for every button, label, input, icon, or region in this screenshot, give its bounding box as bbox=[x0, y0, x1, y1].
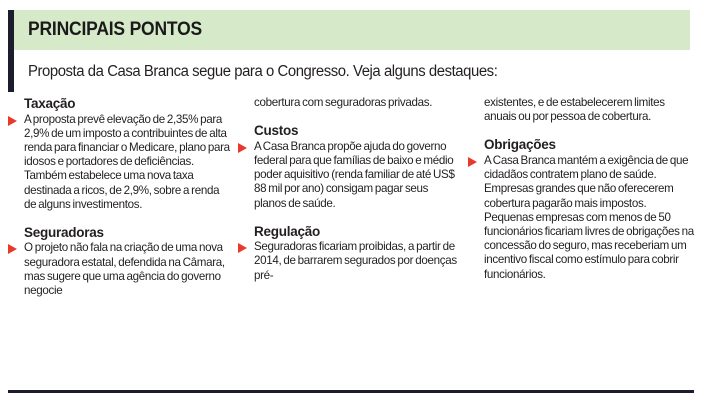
triangle-right-icon bbox=[8, 244, 17, 255]
bottom-divider bbox=[8, 390, 694, 393]
triangle-right-icon bbox=[238, 243, 247, 254]
triangle-right-icon bbox=[238, 142, 247, 153]
block-body-text: O projeto não fala na criação de uma nov… bbox=[24, 241, 225, 298]
block-body-text: A Casa Branca mantém a exigência de que … bbox=[484, 153, 694, 281]
block-taxacao: Taxação A proposta prevê elevação de 2,3… bbox=[8, 96, 230, 212]
page-title: PRINCIPAIS PONTOS bbox=[28, 19, 202, 40]
block-heading: Obrigações bbox=[484, 137, 556, 153]
triangle-right-icon bbox=[8, 115, 17, 126]
block-body: existentes, e de estabelecerem limites a… bbox=[468, 96, 694, 124]
column-2: cobertura com seguradoras privadas. Cust… bbox=[238, 96, 460, 388]
block-body: O projeto não fala na criação de uma nov… bbox=[8, 241, 230, 298]
block-body: A Casa Branca mantém a exigência de que … bbox=[468, 154, 694, 282]
block-heading: Custos bbox=[254, 123, 299, 139]
block-regulacao-continuation: existentes, e de estabelecerem limites a… bbox=[468, 96, 694, 124]
header-green-band bbox=[14, 10, 690, 50]
block-obrigacoes: Obrigações A Casa Branca mantém a exigên… bbox=[468, 137, 694, 281]
block-body-text: Seguradoras ficariam proibidas, a partir… bbox=[254, 240, 457, 282]
panel-header: PRINCIPAIS PONTOS Proposta da Casa Branc… bbox=[8, 10, 690, 92]
block-body: cobertura com seguradoras privadas. bbox=[238, 96, 460, 110]
block-body-text: A Casa Branca propõe ajuda do governo fe… bbox=[254, 139, 455, 210]
columns-container: Taxação A proposta prevê elevação de 2,3… bbox=[0, 96, 704, 388]
block-seguradoras-continuation: cobertura com seguradoras privadas. bbox=[238, 96, 460, 110]
block-body-text: cobertura com seguradoras privadas. bbox=[254, 96, 433, 109]
block-custos: Custos A Casa Branca propõe ajuda do gov… bbox=[238, 123, 460, 211]
column-3: existentes, e de estabelecerem limites a… bbox=[468, 96, 694, 388]
block-heading: Seguradoras bbox=[24, 224, 104, 240]
block-seguradoras: Seguradoras O projeto não fala na criaçã… bbox=[8, 225, 230, 298]
column-1: Taxação A proposta prevê elevação de 2,3… bbox=[8, 96, 230, 388]
block-body-text: existentes, e de estabelecerem limites a… bbox=[484, 96, 665, 124]
block-body: A proposta prevê elevação de 2,35% para … bbox=[8, 113, 230, 212]
block-heading: Taxação bbox=[24, 96, 76, 111]
intro-text: Proposta da Casa Branca segue para o Con… bbox=[28, 63, 498, 80]
block-heading: Regulação bbox=[254, 223, 321, 239]
block-body-text: A proposta prevê elevação de 2,35% para … bbox=[24, 112, 230, 211]
header-accent-rule bbox=[8, 10, 14, 92]
block-body: A Casa Branca propõe ajuda do governo fe… bbox=[238, 140, 460, 211]
triangle-right-icon bbox=[468, 156, 477, 167]
block-regulacao: Regulação Seguradoras ficariam proibidas… bbox=[238, 224, 460, 283]
block-body: Seguradoras ficariam proibidas, a partir… bbox=[238, 240, 460, 283]
